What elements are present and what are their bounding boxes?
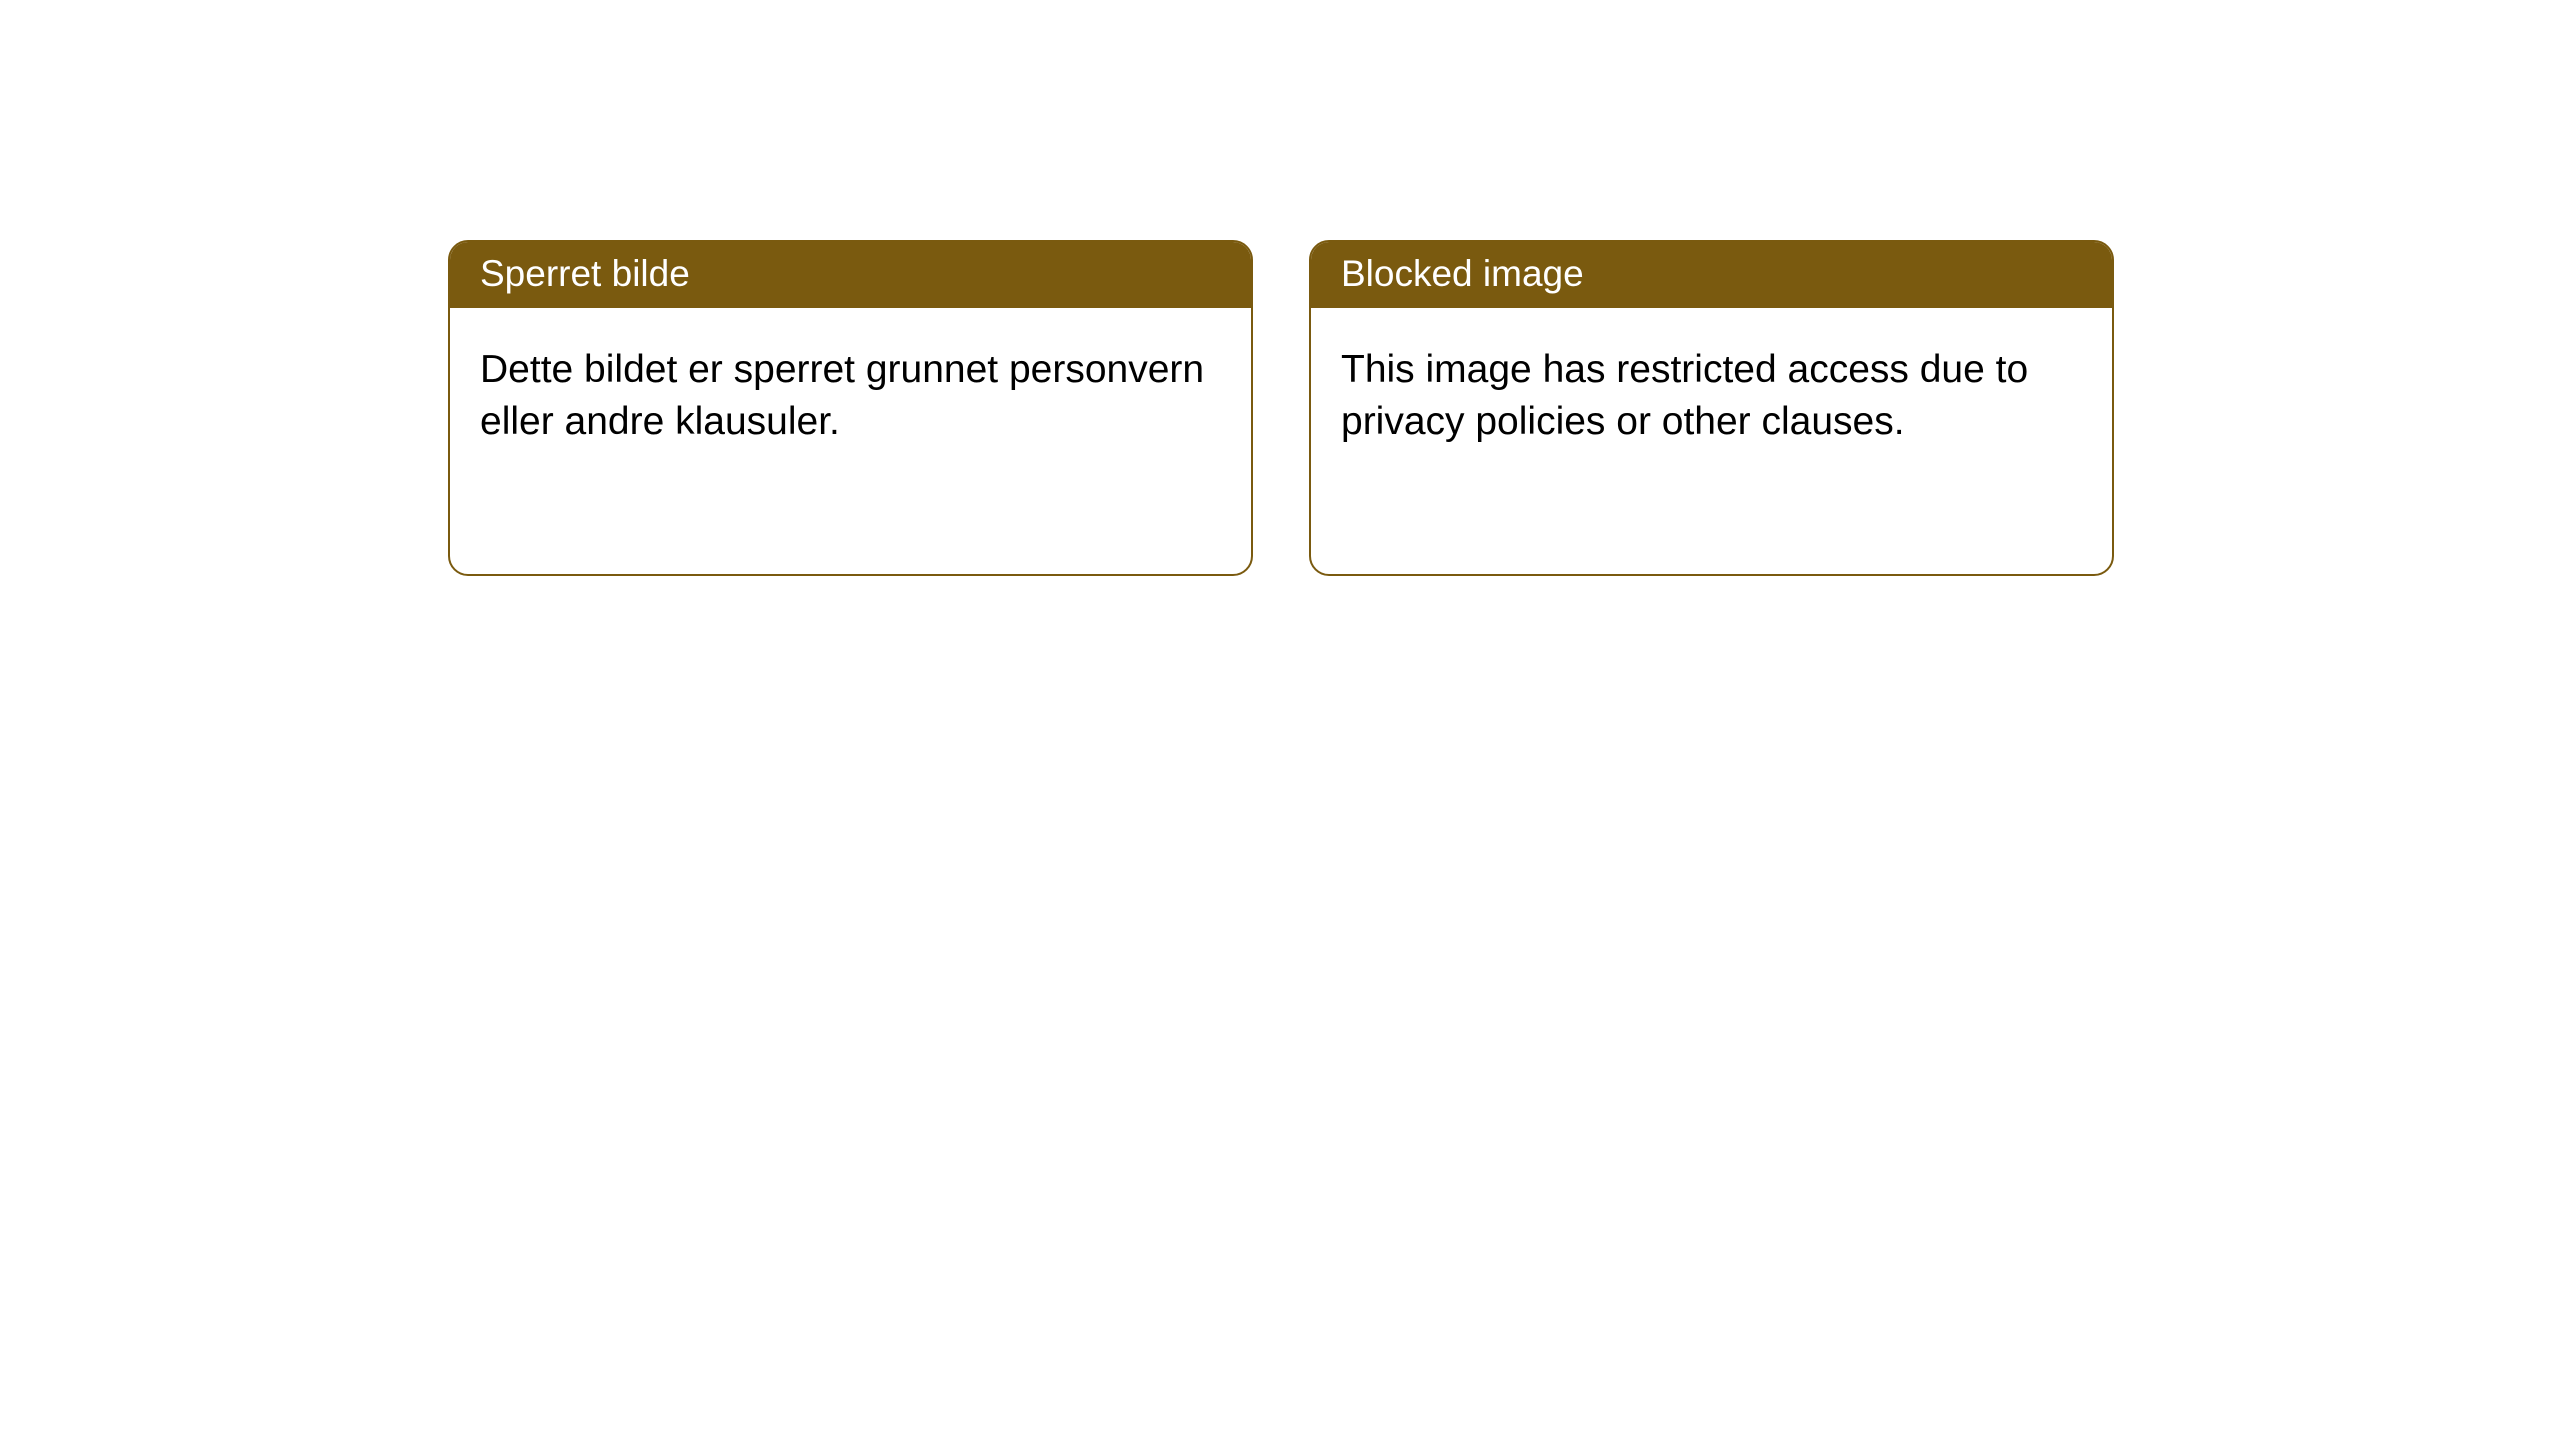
notice-body-norwegian: Dette bildet er sperret grunnet personve… bbox=[450, 308, 1251, 478]
notice-card-norwegian: Sperret bilde Dette bildet er sperret gr… bbox=[448, 240, 1253, 576]
notice-message: This image has restricted access due to … bbox=[1341, 348, 2028, 443]
notice-header-english: Blocked image bbox=[1311, 242, 2112, 308]
notice-message: Dette bildet er sperret grunnet personve… bbox=[480, 348, 1204, 443]
notice-title: Sperret bilde bbox=[480, 253, 690, 294]
notice-card-english: Blocked image This image has restricted … bbox=[1309, 240, 2114, 576]
notice-title: Blocked image bbox=[1341, 253, 1584, 294]
notice-header-norwegian: Sperret bilde bbox=[450, 242, 1251, 308]
notice-container: Sperret bilde Dette bildet er sperret gr… bbox=[0, 0, 2560, 576]
notice-body-english: This image has restricted access due to … bbox=[1311, 308, 2112, 478]
